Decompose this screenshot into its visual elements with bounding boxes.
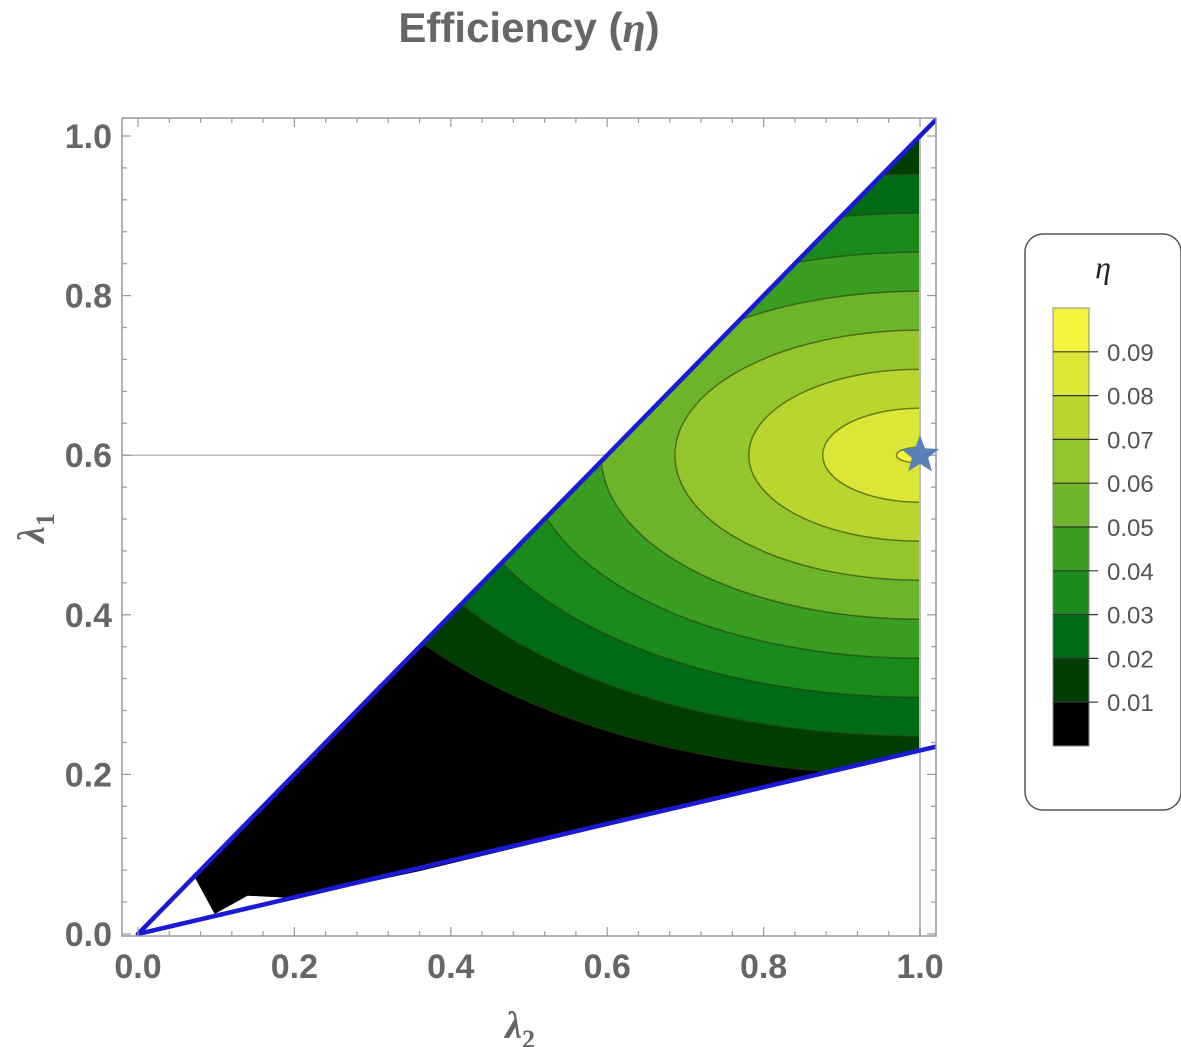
y-axis-subscript: 1 xyxy=(31,513,60,526)
legend-swatch xyxy=(1053,527,1089,572)
y-tick-label: 0.6 xyxy=(65,437,112,475)
legend-swatch xyxy=(1053,702,1089,747)
x-axis-label: λ2 xyxy=(503,1005,535,1047)
legend-label: 0.05 xyxy=(1107,515,1154,542)
legend-swatch xyxy=(1053,439,1089,484)
y-tick-label: 1.0 xyxy=(65,118,112,156)
legend-label: 0.08 xyxy=(1107,384,1154,411)
legend-labels: 0.09 0.08 0.07 0.06 0.05 0.04 0.03 0.02 0.01 xyxy=(1107,340,1154,717)
x-tick-label: 0.6 xyxy=(584,948,631,986)
legend-box xyxy=(1024,233,1181,811)
x-tick-labels: 0.0 0.2 0.4 0.6 0.8 1.0 xyxy=(114,948,943,986)
contour-band-6 xyxy=(674,329,920,581)
legend-title: η xyxy=(1095,249,1111,285)
x-tick-label: 0.8 xyxy=(740,948,787,986)
legend-colorbar xyxy=(1052,307,1098,747)
x-tick-label: 1.0 xyxy=(896,948,943,986)
y-axis-label: λ1 xyxy=(11,513,60,545)
legend-label: 0.06 xyxy=(1107,471,1154,498)
legend-swatch xyxy=(1053,483,1089,528)
boundary-line-1 xyxy=(135,118,936,936)
legend-label: 0.02 xyxy=(1107,646,1154,673)
y-axis-symbol: λ xyxy=(11,526,53,545)
legend-swatch xyxy=(1053,351,1089,397)
legend-label: 0.03 xyxy=(1107,603,1154,630)
y-tick-label: 0.2 xyxy=(65,756,112,794)
legend-swatch xyxy=(1053,395,1089,440)
x-axis-symbol: λ xyxy=(503,1005,522,1047)
x-tick-label: 0.2 xyxy=(271,948,318,986)
legend-swatch xyxy=(1053,614,1089,659)
boundary-line-2 xyxy=(135,744,936,936)
optimum-star-marker xyxy=(901,435,939,472)
legend-swatch xyxy=(1053,658,1089,703)
x-tick-label: 0.0 xyxy=(114,948,161,986)
plot-frame xyxy=(121,117,937,937)
chart-title: Efficiency (η) xyxy=(398,4,660,52)
title-text: Efficiency xyxy=(398,4,597,51)
reference-lines xyxy=(122,136,921,936)
legend-swatch xyxy=(1053,308,1089,353)
contour-band-8 xyxy=(821,407,920,503)
x-tick-label: 0.4 xyxy=(427,948,474,986)
legend-label: 0.09 xyxy=(1107,340,1154,367)
legend-swatch xyxy=(1053,570,1089,616)
y-tick-label: 0.4 xyxy=(65,597,112,635)
legend: η 0.09 0.08 0.07 0.06 0.05 0.04 0.03 0.02 0.01 xyxy=(1024,233,1181,811)
x-axis-subscript: 2 xyxy=(522,1025,535,1047)
y-tick-label: 0.0 xyxy=(65,916,112,954)
legend-label: 0.01 xyxy=(1107,690,1154,717)
title-symbol: η xyxy=(622,6,646,52)
boundary-lines xyxy=(135,118,936,936)
y-tick-label: 0.8 xyxy=(65,278,112,316)
axis-ticks xyxy=(122,118,936,936)
y-tick-labels: 0.0 0.2 0.4 0.6 0.8 1.0 xyxy=(65,118,112,954)
legend-label: 0.04 xyxy=(1107,559,1154,586)
legend-label: 0.07 xyxy=(1107,427,1154,454)
